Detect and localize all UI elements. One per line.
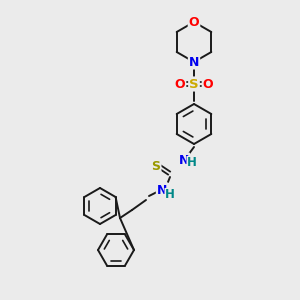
Text: S: S bbox=[152, 160, 160, 172]
Text: N: N bbox=[189, 56, 199, 68]
Text: O: O bbox=[175, 77, 185, 91]
Text: H: H bbox=[187, 157, 197, 169]
Text: N: N bbox=[179, 154, 189, 166]
Text: H: H bbox=[165, 188, 175, 202]
Text: N: N bbox=[157, 184, 167, 196]
Text: O: O bbox=[203, 77, 213, 91]
Text: S: S bbox=[189, 77, 199, 91]
Text: O: O bbox=[189, 16, 199, 28]
